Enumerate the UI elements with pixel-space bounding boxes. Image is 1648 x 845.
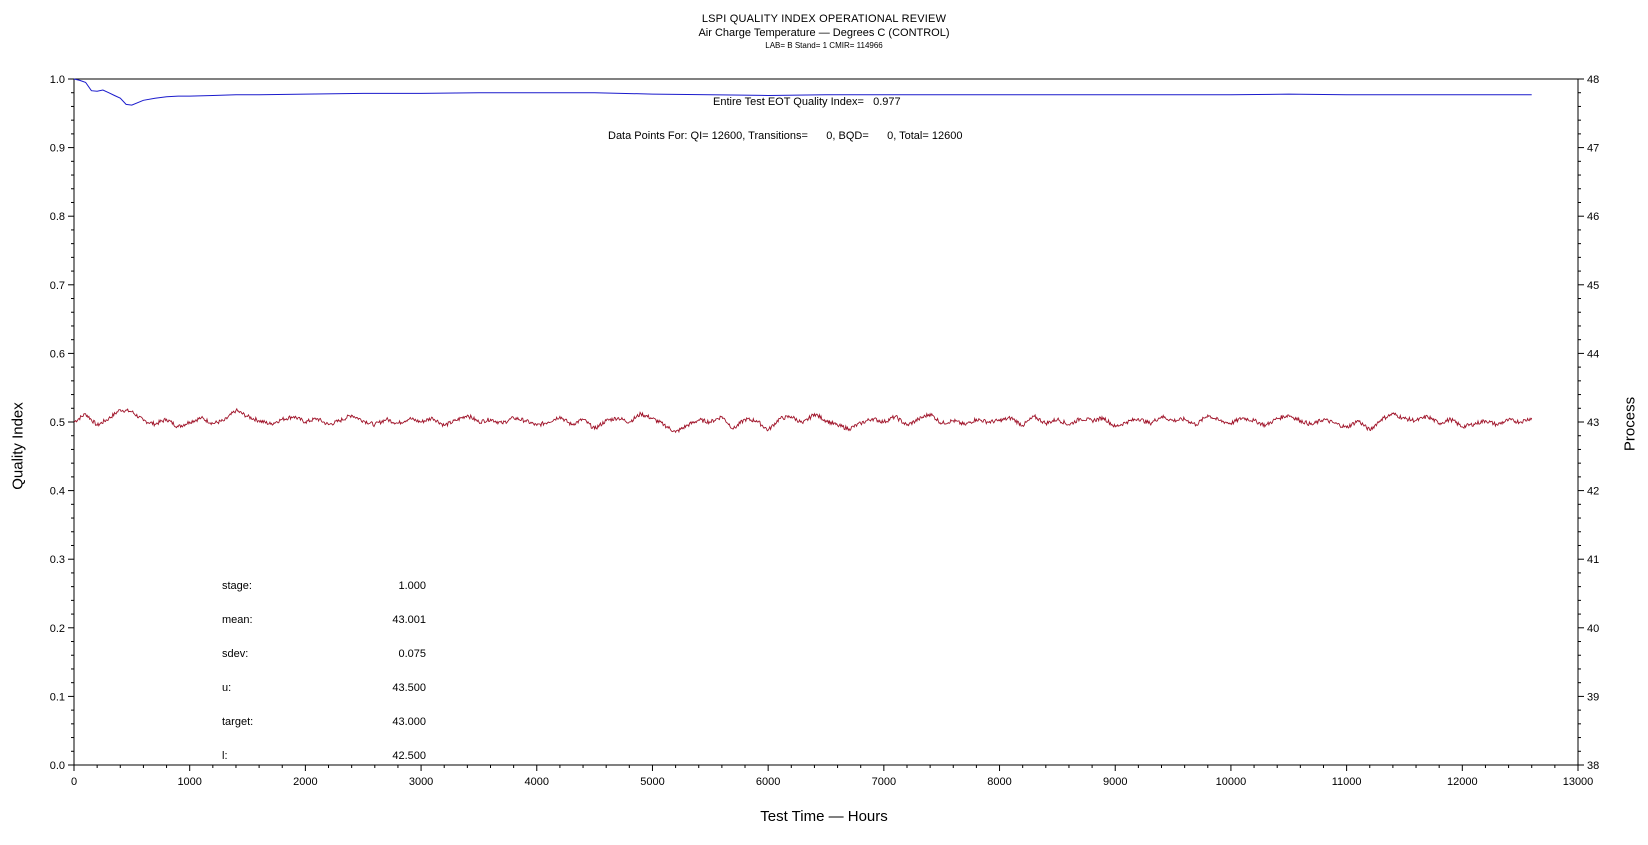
- y-tick-label-right: 43: [1587, 417, 1599, 429]
- x-tick-label: 11000: [1332, 776, 1362, 788]
- y-tick-label-left: 0.8: [50, 211, 65, 223]
- x-tick-label: 12000: [1447, 776, 1478, 788]
- plot-frame: [73, 78, 1579, 766]
- y-tick-label-left: 0.7: [50, 280, 65, 292]
- stat-value-sdev: 0.075: [398, 648, 426, 660]
- data-points-annotation: Data Points For: QI= 12600, Transitions=…: [608, 130, 963, 142]
- eot-quality-annotation: Entire Test EOT Quality Index= 0.977: [713, 96, 901, 108]
- stat-label-mean: mean:: [222, 614, 253, 626]
- y-axis-label-left: Quality Index: [9, 402, 27, 490]
- y-axis-label-right: Process: [1621, 396, 1639, 452]
- stat-label-l: l:: [222, 750, 228, 762]
- x-tick-label: 3000: [409, 776, 433, 788]
- stat-value-target: 43.000: [392, 716, 426, 728]
- x-tick-label: 7000: [872, 776, 896, 788]
- stat-value-l: 42.500: [392, 750, 426, 762]
- process-line: [73, 407, 1533, 434]
- stat-label-sdev: sdev:: [222, 648, 249, 660]
- y-tick-label-right: 39: [1587, 691, 1599, 703]
- y-tick-label-right: 47: [1587, 143, 1599, 155]
- x-tick-label: 9000: [1103, 776, 1127, 788]
- y-tick-label-left: 0.0: [50, 760, 65, 772]
- x-tick-label: 6000: [756, 776, 780, 788]
- stat-value-mean: 43.001: [392, 614, 426, 626]
- y-tick-label-left: 0.5: [50, 417, 65, 429]
- chart-title: LSPI QUALITY INDEX OPERATIONAL REVIEW: [701, 13, 947, 25]
- y-tick-label-right: 46: [1587, 211, 1599, 223]
- stat-label-u: u:: [222, 682, 232, 694]
- y-tick-label-right: 48: [1587, 74, 1599, 86]
- y-tick-label-right: 38: [1587, 760, 1599, 772]
- y-tick-label-right: 41: [1587, 554, 1599, 566]
- y-tick-label-left: 0.6: [50, 348, 65, 360]
- stat-value-stage: 1.000: [398, 580, 426, 592]
- y-tick-label-left: 0.2: [50, 623, 65, 635]
- y-tick-label-right: 44: [1587, 348, 1599, 360]
- x-tick-label: 13000: [1563, 776, 1594, 788]
- x-axis-label: Test Time — Hours: [760, 808, 888, 825]
- stat-label-stage: stage:: [222, 580, 252, 592]
- y-tick-label-left: 0.4: [50, 486, 65, 498]
- y-tick-label-left: 0.1: [50, 691, 65, 703]
- x-tick-label: 0: [71, 776, 77, 788]
- x-tick-label: 10000: [1216, 776, 1247, 788]
- x-tick-label: 8000: [987, 776, 1011, 788]
- x-tick-label: 2000: [293, 776, 317, 788]
- y-tick-label-left: 0.3: [50, 554, 65, 566]
- chart-subtitle: Air Charge Temperature — Degrees C (CONT…: [698, 27, 950, 39]
- chart-meta: LAB= B Stand= 1 CMIR= 114966: [765, 41, 883, 50]
- quality-index-line: [73, 78, 1532, 106]
- y-tick-label-right: 42: [1587, 486, 1599, 498]
- stat-value-u: 43.500: [392, 682, 426, 694]
- x-tick-label: 1000: [177, 776, 201, 788]
- x-tick-label: 5000: [640, 776, 664, 788]
- y-tick-label-left: 0.9: [50, 143, 65, 155]
- x-tick-label: 4000: [525, 776, 549, 788]
- stat-label-target: target:: [222, 716, 254, 728]
- y-tick-label-left: 1.0: [50, 74, 65, 86]
- y-tick-label-right: 40: [1587, 623, 1599, 635]
- y-tick-label-right: 45: [1587, 280, 1599, 292]
